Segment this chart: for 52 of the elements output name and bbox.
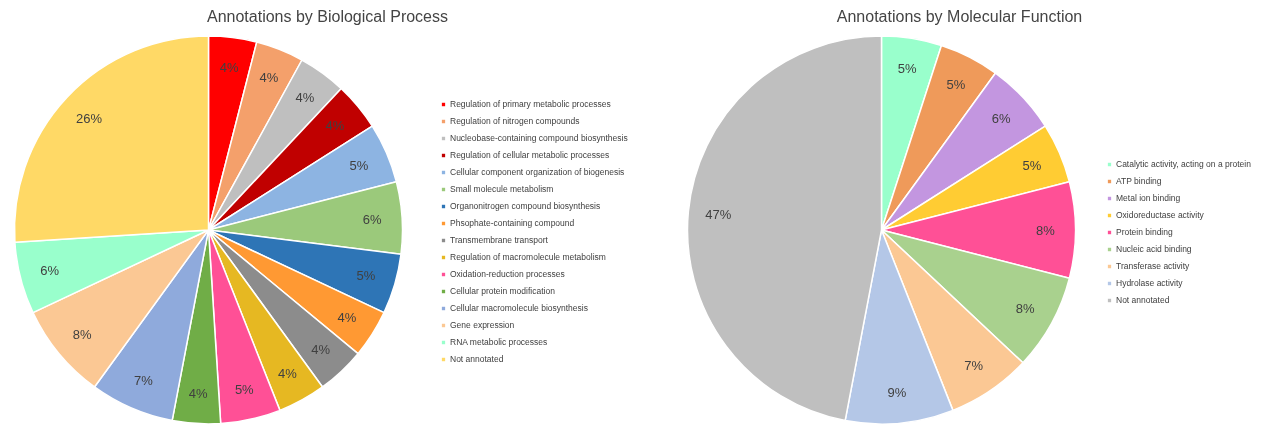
legend-label: Regulation of primary metabolic processes <box>450 97 611 111</box>
data-label: 9% <box>887 385 907 401</box>
legend-label: Cellular component organization of biogenesis <box>450 165 625 179</box>
chart-title: Annotations by Molecular Function <box>836 7 1083 25</box>
legend-label: Nucleic acid binding <box>1116 242 1192 256</box>
legend-label: Oxidation-reduction processes <box>450 267 565 281</box>
data-label: 7% <box>964 357 984 373</box>
legend-label: ATP binding <box>1116 174 1162 188</box>
legend-label: Cellular protein modification <box>450 284 555 298</box>
legend-label: Organonitrogen compound biosynthesis <box>450 199 601 213</box>
data-label: 8% <box>1036 222 1056 238</box>
data-label: 5% <box>1022 157 1042 173</box>
legend-label: Transferase activity <box>1116 259 1190 273</box>
data-label: 4% <box>188 385 209 401</box>
legend-label: Regulation of nitrogen compounds <box>450 114 580 128</box>
legend-label: Small molecule metabolism <box>450 182 554 196</box>
data-label: 6% <box>991 110 1011 126</box>
data-label: 4% <box>325 118 345 134</box>
data-label: 6% <box>40 263 60 279</box>
legend-label: Metal ion binding <box>1116 191 1181 205</box>
legend-label: Phsophate-containing compound <box>450 216 575 230</box>
legend-label: Nucleobase-containing compound biosynthesis <box>450 131 628 145</box>
data-label: 47% <box>705 207 732 223</box>
data-label: 4% <box>278 365 298 381</box>
legend-label: Not annotated <box>1116 293 1170 307</box>
data-label: 4% <box>311 341 331 357</box>
data-label: 6% <box>362 212 383 228</box>
data-label: 26% <box>75 110 103 126</box>
data-label: 5% <box>946 76 966 92</box>
legend-label: Gene expression <box>450 318 515 332</box>
legend-label: Cellular macromolecule biosynthesis <box>450 301 588 315</box>
data-label: 4% <box>337 310 357 326</box>
legend-label: Regulation of macromolecule metabolism <box>450 250 606 264</box>
data-label: 5% <box>356 268 376 284</box>
legend-label: Protein binding <box>1116 225 1173 239</box>
legend-label: Transmembrane transport <box>450 233 548 247</box>
legend-label: Catalytic activity, acting on a protein <box>1116 157 1251 171</box>
legend-label: Not annotated <box>450 352 504 366</box>
data-label: 8% <box>1015 301 1036 317</box>
legend-label: RNA metabolic processes <box>450 335 548 349</box>
data-label: 4% <box>295 90 315 106</box>
legend-label: Oxidoreductase activity <box>1116 208 1204 222</box>
legend-label: Regulation of cellular metabolic processes <box>450 148 610 162</box>
data-label: 4% <box>219 60 239 76</box>
legend-label: Hydrolase activity <box>1116 276 1183 290</box>
data-label: 7% <box>133 372 154 388</box>
data-label: 4% <box>259 70 279 86</box>
chart-title: Annotations by Biological Process <box>206 7 449 25</box>
data-label: 5% <box>897 60 917 76</box>
data-label: 8% <box>72 326 92 342</box>
data-label: 5% <box>349 157 369 173</box>
data-label: 5% <box>234 382 255 398</box>
